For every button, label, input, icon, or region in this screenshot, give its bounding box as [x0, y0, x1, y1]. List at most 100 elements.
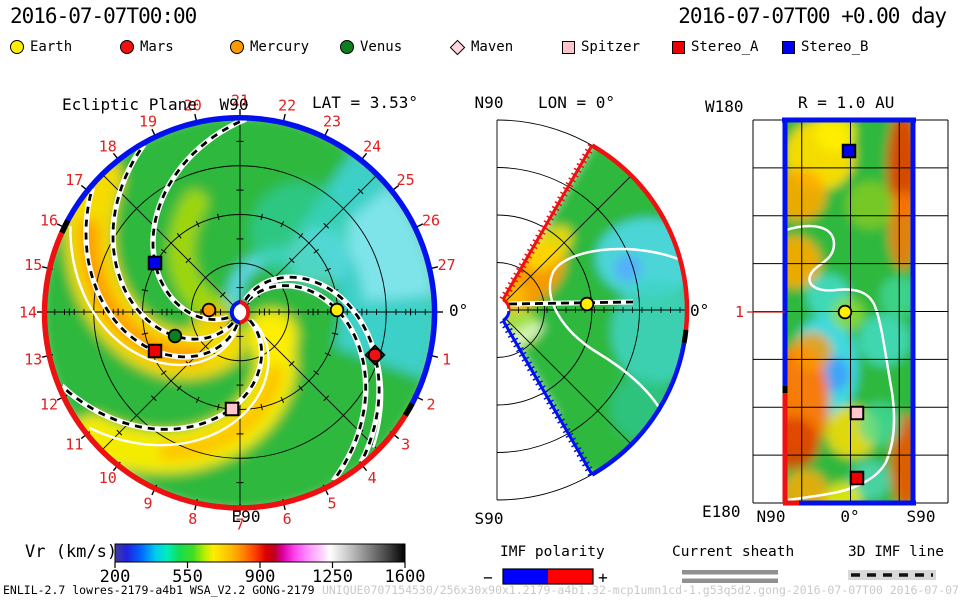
radial-time-label: 1 — [735, 303, 744, 321]
day-label-11: 11 — [65, 435, 83, 453]
sun-symbol — [229, 300, 251, 325]
current-sheath-legend: Current sheath — [672, 544, 794, 583]
day-label-16: 16 — [40, 211, 58, 229]
day-label-27: 27 — [438, 256, 456, 274]
spoke-tick — [288, 257, 295, 264]
ecliptic-title: Ecliptic Plane — [62, 95, 197, 114]
spoke-tick — [185, 257, 192, 264]
mercury-marker-icon — [230, 40, 244, 54]
boundary-polarity-ring — [41, 115, 438, 511]
slow-wind-core — [335, 186, 435, 302]
legend-label: Venus — [360, 39, 403, 55]
imf-line — [111, 143, 234, 341]
ecliptic-lat-label: LAT = 3.53° — [312, 93, 418, 112]
radial-title: R = 1.0 AU — [798, 93, 894, 112]
earth-marker-icon — [10, 40, 24, 54]
plus-sign: + — [598, 568, 608, 587]
imf-polarity-legend: IMF polarity − + — [483, 544, 608, 587]
day-label-18: 18 — [99, 138, 117, 156]
marker-mars — [367, 347, 383, 363]
radial-xlabel-n90: N90 — [757, 507, 786, 526]
mars-marker-icon — [120, 40, 134, 54]
ecliptic-markers — [147, 255, 386, 417]
marker-earth — [579, 296, 595, 312]
day-label-1: 1 — [442, 350, 451, 368]
marker-venus — [167, 328, 183, 344]
colorbar-tick-label: 200 — [100, 567, 131, 587]
circle-tick — [217, 213, 220, 221]
day-label-9: 9 — [143, 494, 152, 512]
colorbar-tick-label: 1250 — [312, 567, 353, 587]
day-label-2: 2 — [426, 395, 435, 413]
circle-tick — [280, 221, 285, 228]
meridional-title: LON = 0° — [538, 93, 615, 112]
legend-item-stereo_b: Stereo_B — [782, 39, 868, 55]
spitzer-marker-icon — [562, 40, 575, 54]
marker-mercury — [201, 302, 217, 318]
watermark: UNIQUE0707154530/256x30x90x1.2179-a4b1.3… — [322, 583, 959, 597]
day-label-22: 22 — [278, 97, 296, 115]
marker-spitzer — [849, 405, 865, 421]
imf-line — [84, 187, 239, 359]
circle-tick — [160, 248, 167, 254]
meridional-north-label: N90 — [475, 93, 504, 112]
spoke-tick — [219, 291, 226, 298]
spoke-tick — [288, 360, 295, 367]
day-label-7: 7 — [235, 515, 244, 533]
datetime-current: 2016-07-07T00:00 — [10, 4, 197, 28]
earth-imf-line — [508, 299, 634, 307]
circle-tick — [217, 403, 220, 411]
day-label-26: 26 — [422, 211, 440, 229]
datetime-forecast: 2016-07-07T00 +0.00 day — [678, 4, 947, 28]
circle-tick — [324, 267, 331, 272]
day-label-3: 3 — [401, 435, 410, 453]
imf-line — [244, 275, 381, 463]
marker-stereo_a — [849, 470, 865, 486]
circle-tick — [260, 213, 263, 221]
colorbar-gradient-bar — [114, 543, 406, 563]
model-info: ENLIL-2.7 lowres-2179-a4b1 WSA_V2.2 GONG… — [3, 583, 315, 597]
wedge-boundaries — [499, 143, 690, 477]
radial-markers — [837, 143, 865, 486]
imf-line-label: 3D IMF line — [848, 544, 944, 560]
legend-label: Mars — [140, 39, 174, 55]
circle-tick — [195, 396, 200, 403]
sheath-bar-bottom — [682, 578, 778, 583]
day-label-8: 8 — [188, 510, 197, 528]
day-label-15: 15 — [24, 256, 42, 274]
meridional-axis-label: 0° — [690, 301, 709, 320]
colorbar: Vr (km/s) 200 550 900 1250 1600 — [25, 542, 425, 587]
meridional-plot: N90 LON = 0° S90 0° — [475, 93, 710, 528]
legend-item-venus: Venus — [340, 39, 402, 55]
day-label-10: 10 — [99, 469, 117, 487]
day-label-23: 23 — [323, 112, 341, 130]
imf-positive-swatch — [548, 569, 593, 584]
legend-label: Mercury — [250, 39, 310, 55]
circle-tick — [280, 396, 285, 403]
imf-line — [246, 284, 368, 482]
day-label-24: 24 — [363, 138, 381, 156]
imf-line-legend: 3D IMF line — [848, 544, 944, 580]
day-label-12: 12 — [40, 395, 58, 413]
marker-earth — [837, 304, 853, 320]
day-label-19: 19 — [139, 112, 157, 130]
band-boundaries — [782, 117, 916, 506]
circle-tick — [141, 332, 149, 335]
grid-arc — [496, 262, 545, 358]
radial-xlabel-s90: S90 — [907, 507, 936, 526]
legend-label: Stereo_B — [801, 39, 869, 55]
day-label-6: 6 — [283, 510, 292, 528]
grid-arc — [496, 214, 593, 406]
marker-spitzer — [224, 401, 240, 417]
meridional-markers — [579, 296, 595, 312]
imf-line — [60, 319, 263, 431]
meridional-south-label: S90 — [475, 509, 504, 528]
day-label-13: 13 — [24, 350, 42, 368]
legend-item-maven: Maven — [449, 39, 513, 55]
radial-plot: W180 R = 1.0 AU E180 N90 0° S90 1 — [702, 93, 949, 526]
marker-stereo_a — [147, 343, 163, 359]
current-sheath-label: Current sheath — [672, 544, 794, 560]
